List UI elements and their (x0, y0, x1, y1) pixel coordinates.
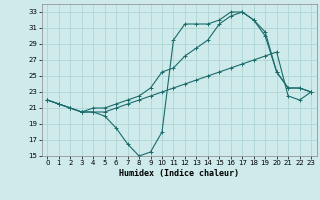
X-axis label: Humidex (Indice chaleur): Humidex (Indice chaleur) (119, 169, 239, 178)
